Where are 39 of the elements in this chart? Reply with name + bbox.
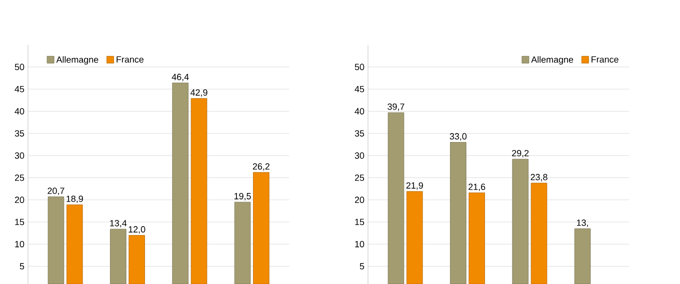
data-label: 20,7	[48, 188, 64, 196]
data-label: 19,5	[234, 192, 251, 200]
data-label: 21,6	[468, 184, 486, 192]
y-tick-label: 45	[354, 86, 364, 92]
legend-label: France	[592, 56, 618, 63]
y-tick-label: 25	[354, 174, 364, 181]
data-label: 23,8	[530, 174, 548, 182]
data-label: 26,2	[252, 163, 270, 171]
y-tick-label: 30	[354, 152, 364, 159]
data-label: 21,9	[406, 182, 423, 190]
y-tick-label: 20	[14, 196, 24, 204]
data-label: 46,4	[172, 74, 189, 82]
data-label: 13,	[576, 220, 588, 227]
y-tick-label: 45	[14, 86, 24, 92]
y-tick-label: 5	[20, 263, 24, 270]
y-tick-label: 30	[14, 152, 24, 159]
legend-label: Allemagne	[56, 56, 98, 65]
data-label: 39,7	[388, 103, 404, 111]
y-tick-label: 40	[14, 108, 24, 114]
y-tick-label: 25	[14, 174, 24, 181]
y-tick-label: 5	[360, 263, 364, 270]
y-tick-label: 10	[355, 240, 364, 248]
data-label: 18,9	[66, 196, 83, 204]
y-tick-label: 35	[14, 130, 24, 137]
y-tick-label: 20	[354, 196, 364, 204]
y-tick-label: 50	[14, 64, 24, 70]
data-label: 29,2	[512, 150, 529, 158]
data-label: 33,0	[450, 133, 467, 141]
y-tick-label: 35	[354, 130, 364, 137]
data-label: 13,4	[110, 220, 127, 228]
y-tick-label: 10	[15, 240, 24, 248]
legend-label: France	[116, 56, 144, 63]
legend-label: Allemagne	[531, 56, 574, 65]
y-tick-label: 50	[354, 64, 364, 70]
data-label: 42,9	[190, 89, 208, 97]
y-tick-label: 15	[355, 218, 364, 226]
y-tick-label: 15	[15, 218, 24, 226]
y-tick-label: 40	[354, 108, 364, 114]
data-label: 12,0	[128, 226, 146, 234]
